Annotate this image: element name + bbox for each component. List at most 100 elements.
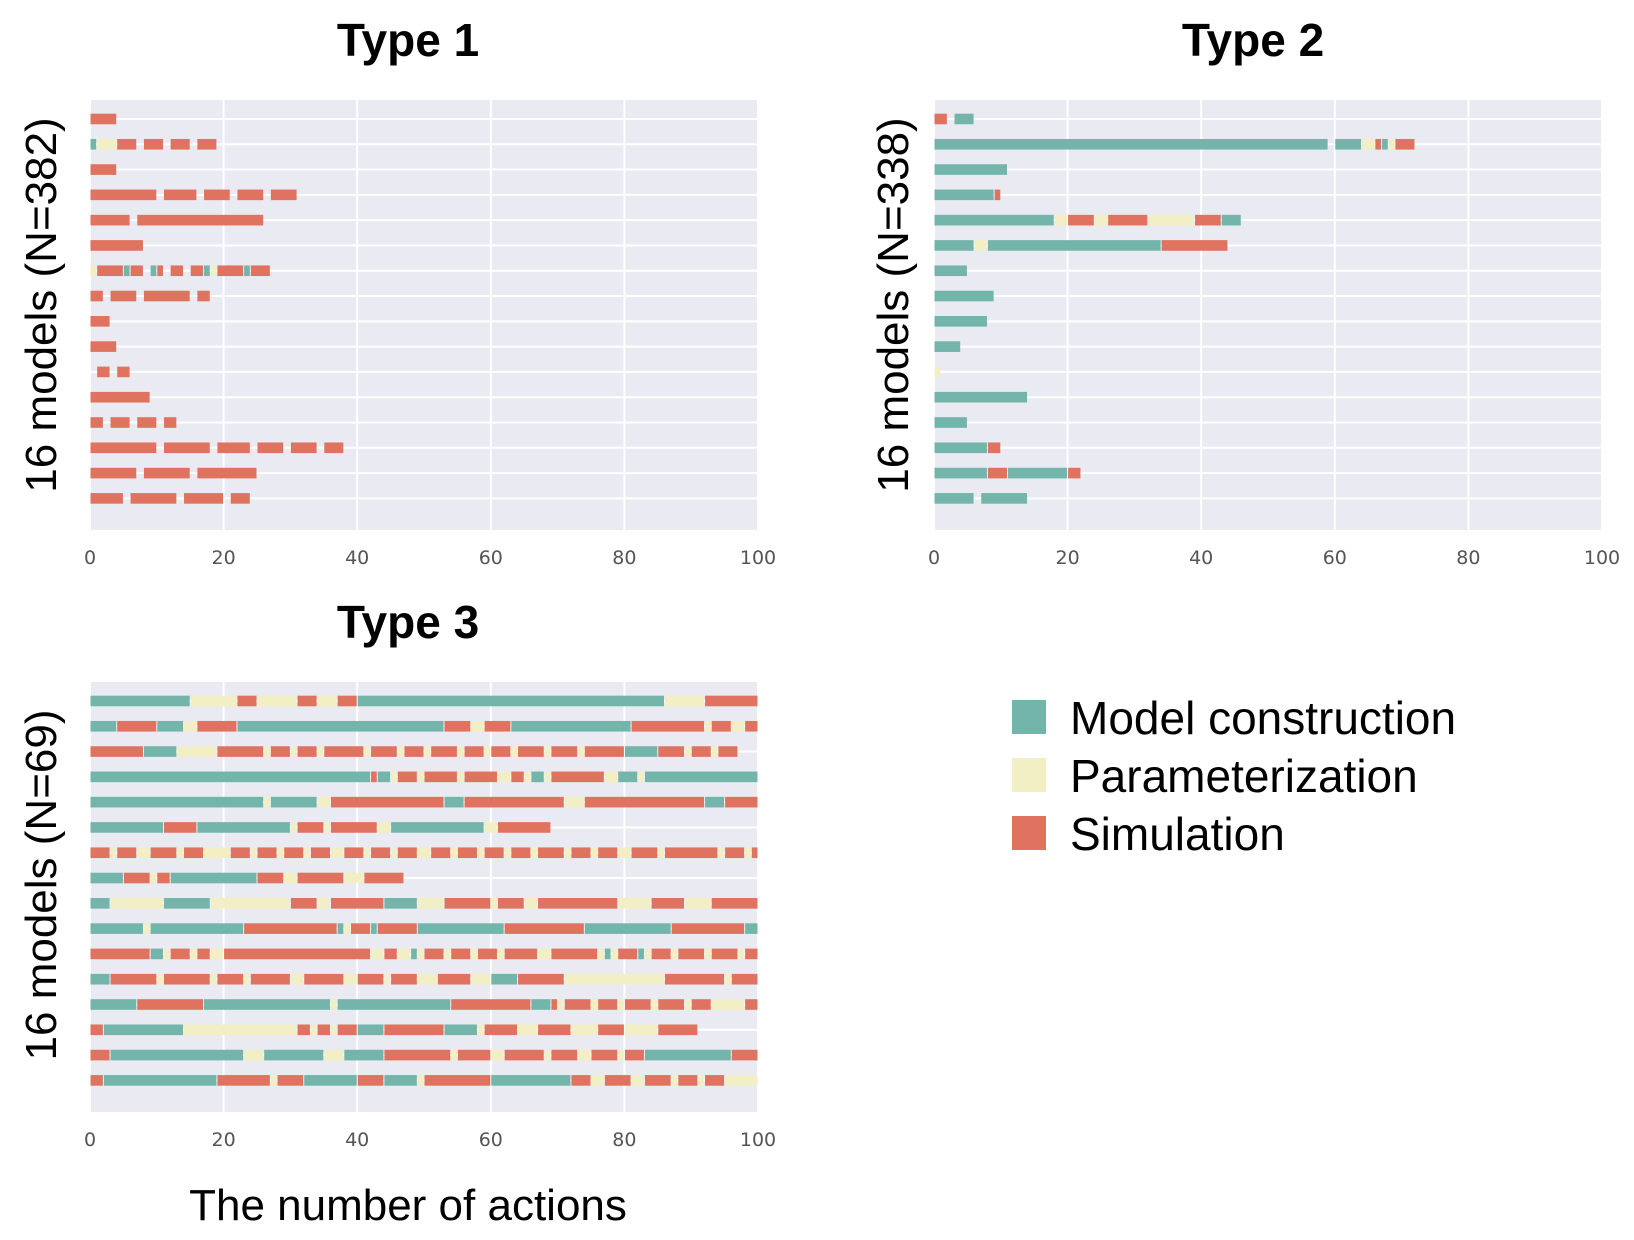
model-row xyxy=(90,923,758,934)
simulation-segment xyxy=(110,973,157,985)
parameterization-segment xyxy=(544,746,551,757)
parameterization-segment xyxy=(210,898,290,909)
simulation-segment xyxy=(250,265,270,277)
model-construction-segment xyxy=(745,923,758,934)
simulation-segment xyxy=(117,720,157,732)
model-construction-segment xyxy=(531,999,551,1010)
parameterization-segment xyxy=(578,1049,591,1061)
parameterization-segment xyxy=(974,240,987,251)
parameterization-segment xyxy=(371,948,384,960)
model-construction-segment xyxy=(337,923,344,934)
model-construction-segment xyxy=(531,771,544,783)
model-construction-segment xyxy=(90,720,117,732)
simulation-segment xyxy=(204,189,230,201)
simulation-segment xyxy=(1108,214,1148,226)
simulation-segment xyxy=(658,1024,698,1036)
simulation-segment xyxy=(1068,467,1081,479)
simulation-segment xyxy=(163,973,210,985)
parameterization-segment xyxy=(591,1075,604,1086)
simulation-segment xyxy=(90,1024,103,1036)
model-construction-segment xyxy=(604,948,611,960)
parameterization-segment xyxy=(578,746,584,757)
simulation-segment xyxy=(598,847,618,859)
model-construction-segment xyxy=(377,771,391,783)
simulation-segment xyxy=(538,898,618,909)
simulation-segment xyxy=(137,417,157,428)
parameterization-segment xyxy=(591,847,598,859)
simulation-segment xyxy=(671,923,745,934)
simulation-segment xyxy=(170,948,190,960)
parameterization-segment xyxy=(711,999,745,1010)
simulation-segment xyxy=(484,720,511,732)
parameterization-segment xyxy=(934,366,941,378)
simulation-segment xyxy=(994,189,1001,201)
model-row xyxy=(90,290,210,302)
simulation-segment xyxy=(257,847,277,859)
model-construction-segment xyxy=(644,771,758,783)
simulation-segment xyxy=(1068,214,1094,226)
parameterization-segment xyxy=(631,1075,644,1086)
parameterization-segment xyxy=(638,771,644,783)
simulation-segment xyxy=(130,265,143,277)
model-construction-segment xyxy=(934,417,967,428)
simulation-segment xyxy=(424,1075,491,1086)
model-construction-segment xyxy=(110,1049,244,1061)
x-tick-label: 100 xyxy=(1584,547,1620,569)
simulation-segment xyxy=(377,923,417,934)
model-construction-segment xyxy=(934,391,1028,403)
panel-type-1: Type 1 16 models (N=382) 0 20 40 60 80 100 xyxy=(17,14,776,569)
simulation-segment xyxy=(451,999,531,1010)
simulation-segment xyxy=(651,948,671,960)
panel-title: Type 1 xyxy=(337,14,479,66)
parameterization-segment xyxy=(685,898,711,909)
simulation-segment xyxy=(571,1075,591,1086)
simulation-segment xyxy=(497,898,524,909)
model-construction-segment xyxy=(90,771,371,783)
parameterization-segment xyxy=(504,847,511,859)
model-construction-segment xyxy=(103,1075,217,1086)
model-row xyxy=(934,467,1081,479)
model-construction-segment xyxy=(584,923,671,934)
parameterization-segment xyxy=(745,847,751,859)
parameterization-segment xyxy=(558,999,564,1010)
parameterization-segment xyxy=(397,746,404,757)
parameterization-segment xyxy=(344,973,357,985)
simulation-segment xyxy=(598,999,618,1010)
simulation-segment xyxy=(444,898,491,909)
legend-label-model-construction: Model construction xyxy=(1070,692,1456,744)
model-construction-segment xyxy=(357,1024,384,1036)
parameterization-segment xyxy=(304,847,310,859)
simulation-segment xyxy=(484,1024,518,1036)
simulation-segment xyxy=(217,746,264,757)
simulation-segment xyxy=(538,847,564,859)
simulation-segment xyxy=(1161,240,1228,251)
parameterization-segment xyxy=(97,138,117,150)
simulation-segment xyxy=(304,973,344,985)
parameterization-segment xyxy=(257,695,297,707)
legend-swatch-simulation xyxy=(1012,816,1046,850)
parameterization-segment xyxy=(1094,214,1108,226)
model-construction-segment xyxy=(644,1049,731,1061)
model-row xyxy=(90,746,738,757)
model-construction-segment xyxy=(444,1024,477,1036)
model-construction-segment xyxy=(90,999,137,1010)
simulation-segment xyxy=(384,1049,451,1061)
model-construction-segment xyxy=(411,948,417,960)
parameterization-segment xyxy=(644,948,651,960)
parameterization-segment xyxy=(725,973,731,985)
parameterization-segment xyxy=(518,1024,538,1036)
parameterization-segment xyxy=(1054,214,1068,226)
model-row xyxy=(90,240,143,251)
model-row xyxy=(90,467,257,479)
model-construction-segment xyxy=(90,796,264,808)
simulation-segment xyxy=(1195,214,1221,226)
simulation-segment xyxy=(1395,138,1415,150)
simulation-segment xyxy=(337,1024,357,1036)
parameterization-segment xyxy=(698,1075,705,1086)
model-construction-segment xyxy=(638,948,644,960)
simulation-segment xyxy=(143,467,190,479)
model-row xyxy=(934,366,941,378)
simulation-segment xyxy=(344,847,364,859)
parameterization-segment xyxy=(664,695,705,707)
parameterization-segment xyxy=(143,923,150,934)
